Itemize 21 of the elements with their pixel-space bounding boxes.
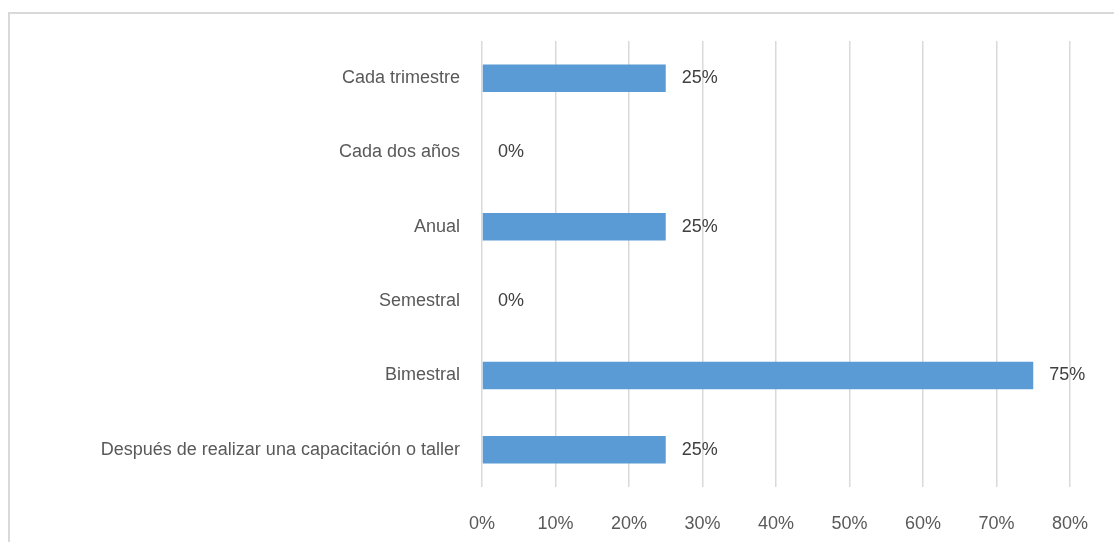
x-tick-label: 70% bbox=[978, 512, 1015, 533]
x-tick-label: 80% bbox=[1051, 512, 1088, 533]
y-tick-label: Cada trimestre bbox=[341, 67, 460, 88]
x-tick-label: 10% bbox=[537, 512, 574, 533]
y-tick-label: Anual bbox=[413, 215, 460, 236]
y-tick-label: Bimestral bbox=[384, 364, 460, 385]
x-tick-label: 30% bbox=[684, 512, 721, 533]
data-label: 75% bbox=[1049, 364, 1086, 385]
data-label: 25% bbox=[681, 67, 718, 88]
y-tick-label: Cada dos años bbox=[338, 141, 460, 162]
x-tick-label: 0% bbox=[468, 512, 496, 533]
y-tick-label: Semestral bbox=[378, 290, 460, 311]
y-tick-label: Después de realizar una capacitación o taller bbox=[100, 438, 460, 459]
data-label: 0% bbox=[498, 290, 525, 311]
x-tick-label: 20% bbox=[610, 512, 648, 533]
data-label: 0% bbox=[498, 141, 525, 162]
data-label: 25% bbox=[681, 438, 718, 459]
x-tick-label: 50% bbox=[831, 512, 868, 533]
data-label: 25% bbox=[681, 215, 718, 236]
x-tick-label: 60% bbox=[904, 512, 942, 533]
x-tick-label: 40% bbox=[757, 512, 795, 533]
